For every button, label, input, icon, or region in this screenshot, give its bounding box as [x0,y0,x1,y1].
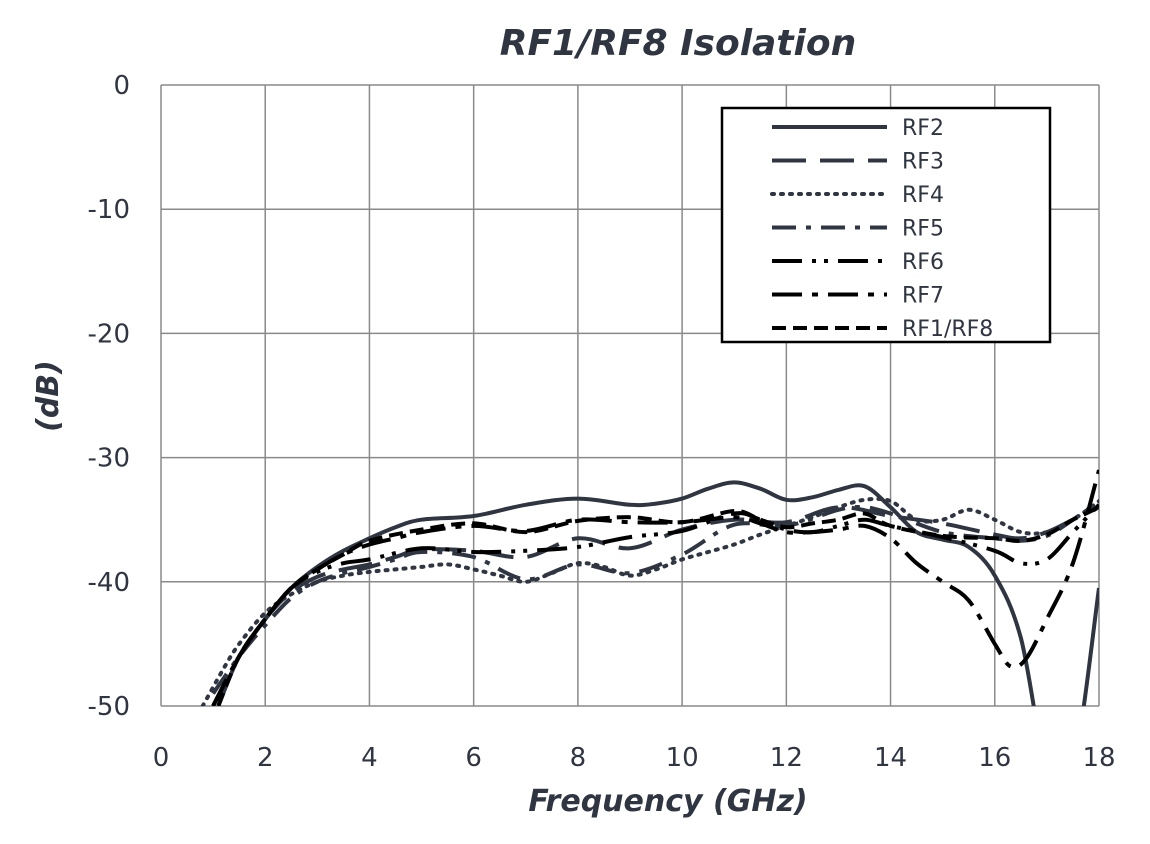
x-tick-labels: 0 2 4 6 8 10 12 14 16 18 [153,743,1116,773]
y-tick-label: -10 [88,195,130,225]
legend-label: RF6 [902,250,944,275]
x-tick-label: 12 [770,743,803,773]
x-tick-label: 2 [257,743,274,773]
series-line-rf7 [211,469,1099,706]
y-axis-label: (dB) [31,360,66,432]
x-tick-label: 6 [465,743,482,773]
series-line-rf6 [211,503,1099,706]
series-line-rf1-rf8 [216,505,1099,706]
legend-label: RF5 [902,217,944,242]
x-axis-label: Frequency (GHz) [528,784,807,819]
y-tick-label: -30 [88,444,130,474]
legend-label: RF2 [902,116,944,141]
legend-label: RF1/RF8 [902,317,993,342]
series-line-rf5 [211,499,1099,695]
y-tick-label: 0 [113,71,130,101]
y-tick-labels: 0 -10 -20 -30 -40 -50 [88,71,130,722]
x-tick-label: 14 [874,743,907,773]
series-line-rf2 [216,480,1099,706]
x-tick-label: 4 [361,743,378,773]
x-tick-label: 8 [570,743,587,773]
x-tick-label: 18 [1082,743,1115,773]
series-line-rf4 [200,496,1099,706]
series-layer [200,469,1099,706]
legend-label: RF7 [902,284,944,309]
legend-label: RF4 [902,183,944,208]
chart-title: RF1/RF8 Isolation [500,23,857,64]
y-tick-label: -40 [88,568,130,598]
x-tick-label: 16 [978,743,1011,773]
legend-box [720,106,1052,344]
y-tick-label: -50 [88,692,130,722]
legend-label: RF3 [902,150,944,175]
x-tick-label: 10 [666,743,699,773]
x-tick-label: 0 [153,743,170,773]
legend: RF2 RF3 RF4 RF5 RF6 RF7 RF1/RF8 [720,106,1052,344]
y-tick-label: -20 [88,319,130,349]
